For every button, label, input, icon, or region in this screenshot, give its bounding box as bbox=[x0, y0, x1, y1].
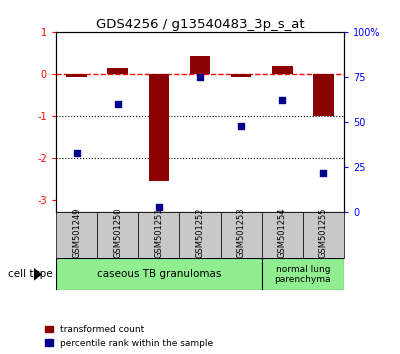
Point bbox=[73, 150, 80, 156]
Bar bbox=[303, 212, 344, 258]
Bar bbox=[262, 212, 303, 258]
Text: caseous TB granulomas: caseous TB granulomas bbox=[97, 269, 221, 279]
Bar bbox=[272, 66, 292, 74]
Point bbox=[279, 98, 286, 103]
Polygon shape bbox=[34, 268, 42, 281]
Point bbox=[156, 204, 162, 210]
Bar bbox=[313, 74, 334, 116]
Bar bbox=[138, 212, 180, 258]
Bar bbox=[66, 74, 87, 77]
Text: GSM501253: GSM501253 bbox=[237, 208, 246, 258]
Bar bbox=[56, 258, 262, 290]
Bar bbox=[190, 56, 210, 74]
Text: GDS4256 / g13540483_3p_s_at: GDS4256 / g13540483_3p_s_at bbox=[96, 18, 304, 31]
Legend: transformed count, percentile rank within the sample: transformed count, percentile rank withi… bbox=[44, 325, 213, 348]
Point bbox=[320, 170, 327, 176]
Text: GSM501252: GSM501252 bbox=[196, 208, 204, 258]
Point bbox=[114, 101, 121, 107]
Bar bbox=[108, 68, 128, 74]
Bar bbox=[231, 74, 252, 77]
Bar bbox=[180, 212, 220, 258]
Point bbox=[238, 123, 244, 129]
Text: normal lung
parenchyma: normal lung parenchyma bbox=[275, 265, 331, 284]
Bar bbox=[56, 212, 97, 258]
Text: GSM501255: GSM501255 bbox=[319, 208, 328, 258]
Text: GSM501251: GSM501251 bbox=[154, 208, 163, 258]
Text: GSM501250: GSM501250 bbox=[113, 208, 122, 258]
Bar bbox=[97, 212, 138, 258]
Bar bbox=[148, 74, 169, 181]
Text: GSM501249: GSM501249 bbox=[72, 208, 81, 258]
Text: GSM501254: GSM501254 bbox=[278, 208, 287, 258]
Bar bbox=[262, 258, 344, 290]
Bar bbox=[220, 212, 262, 258]
Point bbox=[197, 74, 203, 80]
Text: cell type: cell type bbox=[8, 269, 53, 279]
